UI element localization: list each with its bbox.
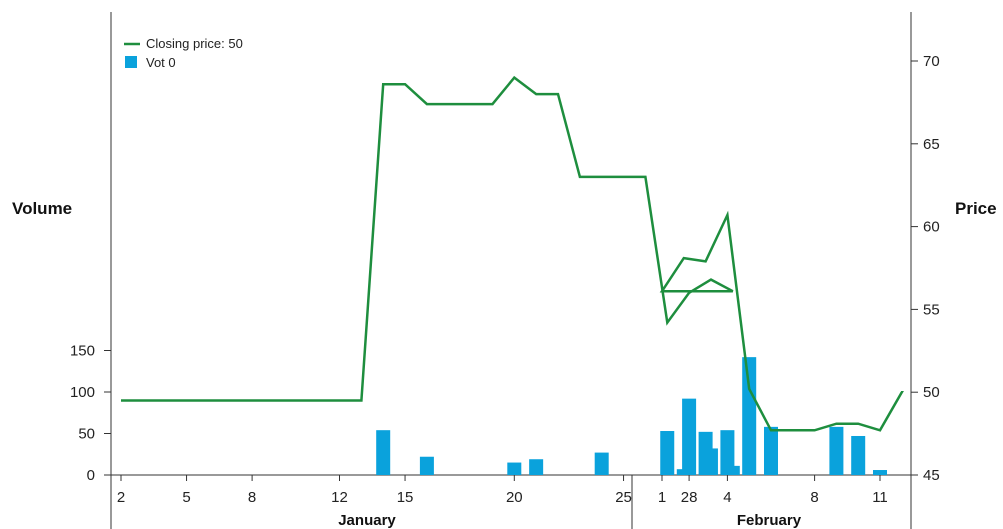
volume-bar [682, 398, 697, 475]
x-tick-label: 4 [723, 489, 731, 506]
left-tick-label: 100 [70, 384, 95, 401]
right-tick-label: 45 [923, 467, 940, 484]
left-tick-label: 0 [87, 467, 95, 484]
right-tick-label: 70 [923, 53, 940, 70]
x-tick-label: 12 [331, 489, 348, 506]
price-axis-title: Price [955, 199, 997, 218]
legend-line-label: Closing price: 50 [146, 36, 243, 51]
left-tick-label: 50 [78, 426, 95, 443]
volume-bars [376, 357, 887, 475]
x-tick-label: 1 [658, 489, 666, 506]
right-tick-label: 55 [923, 301, 940, 318]
legend-bar-label: Vot 0 [146, 55, 176, 70]
volume-bar [594, 452, 609, 475]
legend-bar-swatch [125, 56, 137, 68]
month-label-january: January [338, 512, 396, 529]
x-axis-ticks: 2 5 8 12 15 20 25 281 4 8 11 [117, 475, 888, 506]
price-line [121, 75, 904, 432]
right-axis-ticks: 45 50 55 60 65 70 [911, 53, 940, 484]
volume-bar [698, 431, 713, 475]
x-tick-label: 25 [615, 489, 632, 506]
volume-bar [829, 426, 844, 475]
left-tick-label: 150 [70, 343, 95, 360]
volume-bar [529, 459, 544, 475]
volume-bar [676, 469, 691, 475]
x-tick-label: 5 [182, 489, 190, 506]
volume-bar [376, 430, 391, 475]
volume-axis-title: Volume [12, 199, 72, 218]
right-tick-label: 60 [923, 219, 940, 236]
volume-bar [720, 430, 735, 475]
volume-bar [873, 470, 887, 475]
legend: Closing price: 50 Vot 0 [124, 36, 243, 70]
x-tick-label: 28 [681, 489, 698, 506]
x-tick-label: 8 [248, 489, 256, 506]
volume-bar [660, 431, 675, 475]
left-axis-ticks: 0 50 100 150 [70, 343, 111, 484]
volume-bar [742, 357, 757, 475]
volume-bar [764, 426, 778, 475]
right-tick-label: 50 [923, 384, 940, 401]
month-label-february: February [737, 512, 802, 529]
volume-bar [507, 462, 522, 475]
x-tick-label: 15 [397, 489, 414, 506]
x-tick-label: 20 [506, 489, 523, 506]
volume-bar [419, 456, 434, 475]
volume-bar [851, 435, 866, 475]
x-tick-label: 2 [117, 489, 125, 506]
right-tick-label: 65 [923, 136, 940, 153]
x-tick-label: 11 [872, 489, 888, 506]
x-tick-label: 8 [810, 489, 818, 506]
